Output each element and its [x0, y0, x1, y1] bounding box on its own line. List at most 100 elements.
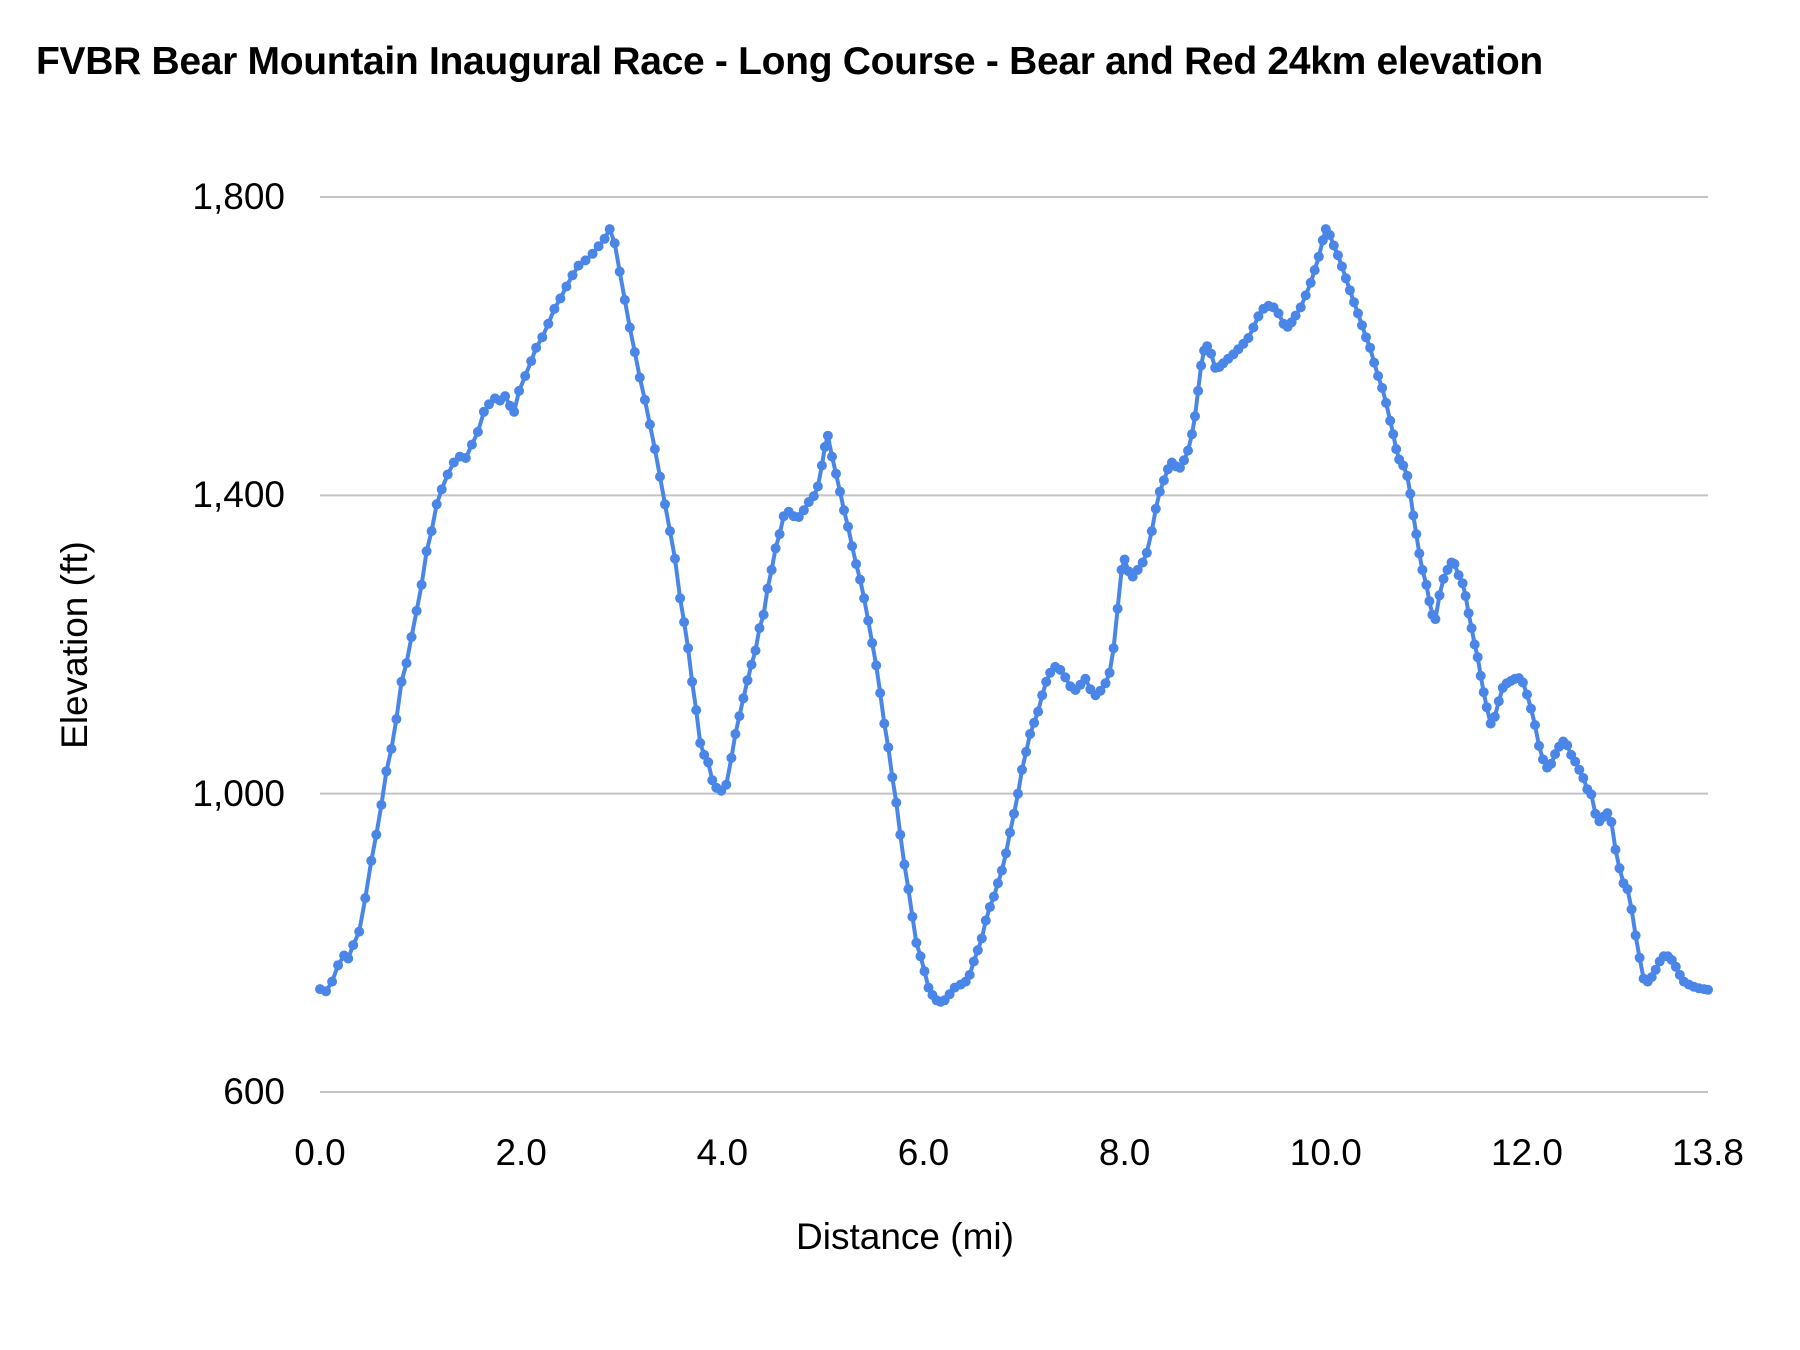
- data-point[interactable]: [1305, 277, 1316, 288]
- data-point[interactable]: [354, 926, 365, 937]
- data-point[interactable]: [609, 238, 620, 249]
- data-point[interactable]: [746, 659, 757, 670]
- data-point[interactable]: [1570, 756, 1581, 767]
- data-point[interactable]: [742, 675, 753, 686]
- data-point[interactable]: [827, 451, 837, 462]
- data-point[interactable]: [871, 660, 882, 671]
- data-point[interactable]: [867, 638, 878, 648]
- data-point[interactable]: [401, 658, 412, 669]
- data-point[interactable]: [391, 714, 402, 725]
- data-point[interactable]: [1055, 664, 1066, 675]
- data-point[interactable]: [1369, 357, 1380, 368]
- data-point[interactable]: [1475, 670, 1486, 681]
- data-point[interactable]: [1417, 564, 1428, 575]
- data-point[interactable]: [366, 855, 377, 866]
- data-point[interactable]: [1112, 603, 1123, 614]
- data-point[interactable]: [1187, 429, 1197, 440]
- data-point[interactable]: [406, 632, 417, 642]
- data-point[interactable]: [1457, 578, 1468, 589]
- data-point[interactable]: [386, 743, 397, 754]
- data-point[interactable]: [859, 593, 870, 604]
- data-point[interactable]: [726, 752, 737, 763]
- data-point[interactable]: [580, 255, 591, 266]
- data-point[interactable]: [644, 419, 655, 430]
- data-point[interactable]: [1017, 764, 1027, 775]
- data-point[interactable]: [1119, 554, 1130, 565]
- data-point[interactable]: [1530, 720, 1540, 730]
- data-point[interactable]: [1137, 557, 1148, 568]
- data-point[interactable]: [665, 526, 675, 537]
- data-point[interactable]: [1349, 297, 1359, 308]
- data-point[interactable]: [431, 499, 442, 510]
- data-point[interactable]: [1381, 397, 1392, 408]
- data-point[interactable]: [1463, 608, 1474, 619]
- data-point[interactable]: [509, 406, 520, 417]
- data-point[interactable]: [964, 969, 975, 980]
- data-point[interactable]: [649, 444, 660, 455]
- data-point[interactable]: [1060, 672, 1071, 683]
- data-point[interactable]: [1021, 746, 1032, 757]
- data-point[interactable]: [561, 281, 572, 292]
- data-point[interactable]: [839, 505, 849, 516]
- data-point[interactable]: [1005, 827, 1015, 838]
- data-point[interactable]: [863, 615, 874, 626]
- data-point[interactable]: [699, 749, 710, 760]
- data-point[interactable]: [1402, 470, 1413, 481]
- data-point[interactable]: [988, 891, 999, 902]
- data-point[interactable]: [1037, 690, 1048, 701]
- data-point[interactable]: [1253, 311, 1264, 322]
- data-point[interactable]: [472, 426, 483, 437]
- data-point[interactable]: [537, 332, 548, 343]
- data-point[interactable]: [851, 559, 862, 569]
- data-point[interactable]: [1336, 261, 1347, 272]
- data-point[interactable]: [798, 505, 809, 516]
- data-point[interactable]: [1248, 322, 1259, 333]
- data-point[interactable]: [691, 705, 702, 716]
- data-point[interactable]: [707, 775, 718, 786]
- data-point[interactable]: [1574, 764, 1585, 775]
- data-point[interactable]: [774, 529, 785, 540]
- data-point[interactable]: [730, 729, 741, 739]
- data-point[interactable]: [903, 884, 914, 895]
- data-point[interactable]: [348, 940, 359, 951]
- data-point[interactable]: [766, 564, 777, 575]
- data-point[interactable]: [629, 347, 640, 358]
- data-point[interactable]: [1361, 332, 1371, 343]
- data-point[interactable]: [381, 766, 392, 777]
- data-point[interactable]: [1405, 488, 1416, 499]
- data-point[interactable]: [1408, 510, 1419, 521]
- data-point[interactable]: [327, 976, 338, 987]
- data-point[interactable]: [1469, 639, 1480, 650]
- data-point[interactable]: [660, 499, 670, 510]
- data-point[interactable]: [754, 623, 765, 634]
- data-point[interactable]: [442, 469, 453, 480]
- data-point[interactable]: [1626, 904, 1637, 915]
- data-point[interactable]: [1001, 848, 1011, 859]
- data-point[interactable]: [1385, 415, 1396, 426]
- data-point[interactable]: [466, 439, 477, 450]
- data-point[interactable]: [1517, 677, 1528, 688]
- data-point[interactable]: [831, 468, 841, 479]
- data-point[interactable]: [1146, 526, 1157, 537]
- data-point[interactable]: [822, 430, 833, 441]
- data-point[interactable]: [543, 318, 554, 329]
- data-point[interactable]: [321, 986, 331, 997]
- data-point[interactable]: [1377, 382, 1388, 393]
- data-point[interactable]: [1466, 623, 1477, 634]
- data-point[interactable]: [587, 248, 598, 259]
- data-point[interactable]: [670, 553, 680, 564]
- data-point[interactable]: [1190, 411, 1200, 422]
- data-point[interactable]: [687, 676, 698, 687]
- data-point[interactable]: [843, 521, 853, 532]
- data-point[interactable]: [1489, 711, 1500, 722]
- data-point[interactable]: [721, 779, 732, 790]
- data-point[interactable]: [1414, 548, 1425, 559]
- data-point[interactable]: [1104, 667, 1115, 678]
- data-point[interactable]: [655, 471, 665, 482]
- data-point[interactable]: [1313, 251, 1324, 262]
- data-point[interactable]: [604, 224, 615, 235]
- data-point[interactable]: [819, 441, 830, 452]
- data-point[interactable]: [376, 799, 387, 810]
- data-point[interactable]: [624, 322, 635, 333]
- data-point[interactable]: [639, 394, 650, 405]
